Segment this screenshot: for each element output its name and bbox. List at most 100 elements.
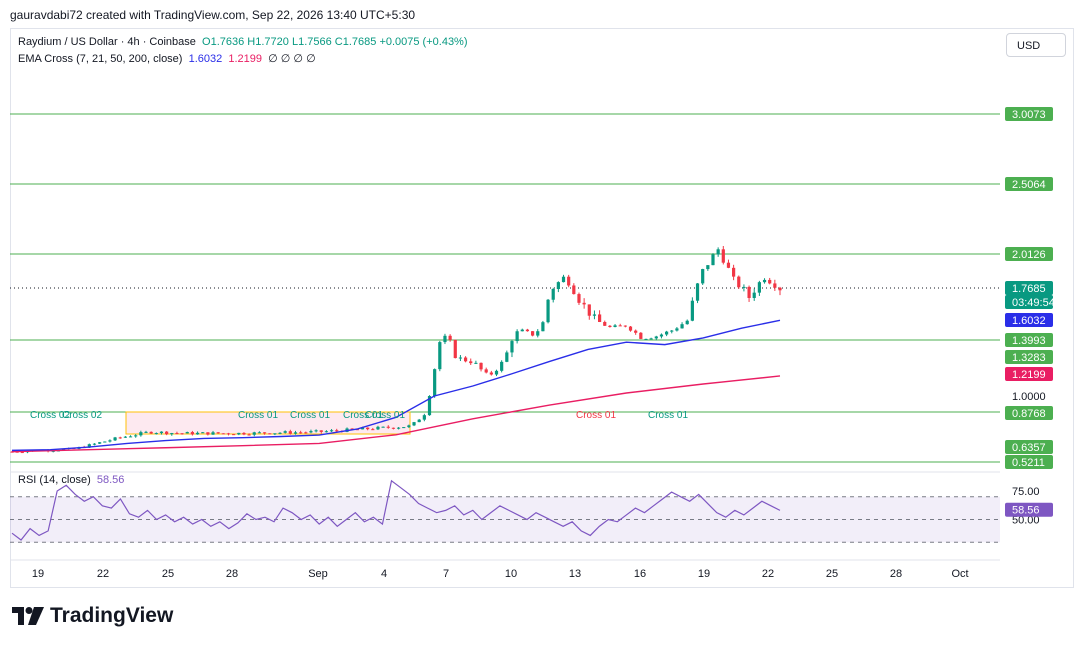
candle-body bbox=[329, 430, 334, 432]
rsi-axis-label: 50.00 bbox=[1012, 515, 1040, 527]
candle-body bbox=[463, 357, 468, 362]
candle-body bbox=[206, 432, 210, 435]
tradingview-logo[interactable]: TradingView bbox=[12, 604, 173, 628]
candle-body bbox=[690, 300, 694, 321]
ema-slow-line bbox=[11, 375, 781, 453]
rsi-legend[interactable]: RSI (14, close) 58.56 bbox=[18, 474, 124, 486]
price-axis-label-bg bbox=[1005, 440, 1053, 454]
price-axis-label: 0.5211 bbox=[1012, 457, 1045, 469]
time-axis-label: 19 bbox=[698, 568, 710, 580]
candle-body bbox=[376, 426, 380, 430]
rsi-current-label-bg bbox=[1005, 502, 1053, 517]
candle-body bbox=[551, 289, 555, 300]
candle-body bbox=[778, 287, 782, 291]
candle-body bbox=[438, 342, 442, 370]
candle-body bbox=[711, 254, 715, 266]
currency-button[interactable]: USD bbox=[1006, 33, 1066, 57]
price-axis-label-bg bbox=[1005, 367, 1053, 381]
attribution: gauravdabi72 created with TradingView.co… bbox=[10, 8, 416, 22]
price-axis-label: 1.3283 bbox=[1012, 352, 1046, 364]
time-axis-label: 25 bbox=[162, 568, 174, 580]
time-axis-label: 13 bbox=[569, 568, 581, 580]
price-change: +0.0075 (+0.43%) bbox=[379, 36, 468, 48]
candle-body bbox=[762, 279, 767, 283]
consolidation-zone bbox=[125, 411, 411, 435]
candle-body bbox=[299, 432, 303, 434]
price-axis-label-bg bbox=[1005, 177, 1053, 191]
candle-body bbox=[159, 431, 164, 434]
candle-body bbox=[726, 262, 731, 268]
candle-body bbox=[139, 432, 143, 436]
price-axis-label-bg bbox=[1005, 295, 1053, 309]
candle-body bbox=[608, 325, 612, 327]
candle-body bbox=[567, 276, 571, 286]
time-axis-label: 7 bbox=[443, 568, 449, 580]
candle-body bbox=[144, 431, 148, 433]
candle-body bbox=[757, 282, 761, 293]
cross-annotation: Cross 01 bbox=[343, 410, 383, 421]
candle-body bbox=[149, 431, 153, 434]
price-axis-label-bg bbox=[1005, 247, 1053, 261]
candle-body bbox=[381, 426, 385, 428]
candle-body bbox=[732, 267, 736, 277]
candle-body bbox=[556, 282, 560, 290]
candle-body bbox=[262, 432, 267, 434]
candle-body bbox=[242, 432, 246, 435]
time-axis-label: Sep bbox=[308, 568, 328, 580]
candle-body bbox=[123, 436, 127, 438]
candle-body bbox=[165, 431, 169, 435]
indicator-legend[interactable]: EMA Cross (7, 21, 50, 200, close) 1.6032… bbox=[18, 52, 316, 65]
candle-body bbox=[536, 331, 540, 336]
candle-body bbox=[773, 283, 777, 288]
candle-body bbox=[371, 429, 375, 431]
price-axis-label: 03:49:54 bbox=[1012, 297, 1055, 309]
candle-body bbox=[293, 432, 298, 434]
candle-body bbox=[654, 336, 658, 339]
candle-body bbox=[721, 249, 725, 263]
candle-body bbox=[448, 335, 452, 340]
ema-empty-values: ∅ ∅ ∅ ∅ bbox=[268, 53, 316, 65]
candle-body bbox=[603, 321, 607, 326]
candle-body bbox=[422, 415, 426, 420]
price-axis-label-bg bbox=[1005, 281, 1053, 295]
candle-body bbox=[335, 430, 339, 432]
tradingview-logo-icon bbox=[12, 607, 44, 625]
candle-body bbox=[396, 427, 401, 429]
candle-body bbox=[211, 432, 215, 435]
price-axis-label-bg bbox=[1005, 455, 1053, 469]
candle-body bbox=[314, 430, 318, 432]
candle-body bbox=[237, 432, 241, 435]
ema-slow-value: 1.2199 bbox=[228, 53, 263, 65]
rsi-value: 58.56 bbox=[96, 474, 125, 486]
candle-body bbox=[175, 433, 179, 435]
candle-body bbox=[221, 433, 225, 435]
candle-body bbox=[324, 431, 329, 433]
cross-annotation: Cross 02 bbox=[30, 410, 70, 421]
time-axis-label: 25 bbox=[826, 568, 838, 580]
candle-body bbox=[685, 320, 689, 325]
candle-body bbox=[366, 427, 370, 430]
candle-body bbox=[427, 396, 432, 416]
chart-frame[interactable] bbox=[10, 28, 1074, 588]
cross-annotation: Cross 01 bbox=[290, 410, 330, 421]
candle-body bbox=[742, 286, 746, 288]
candle-body bbox=[525, 329, 530, 332]
candle-body bbox=[283, 431, 287, 433]
candle-body bbox=[659, 334, 664, 337]
time-axis-label: Oct bbox=[951, 568, 968, 580]
ohlc-close: C1.7685 bbox=[334, 36, 377, 48]
candle-body bbox=[618, 325, 622, 327]
candle-body bbox=[510, 341, 514, 353]
candle-body bbox=[665, 331, 669, 335]
candle-body bbox=[716, 249, 720, 255]
cross-annotation: Cross 01 bbox=[576, 410, 616, 421]
candle-body bbox=[453, 339, 457, 359]
ohlc-low: L1.7566 bbox=[291, 36, 332, 48]
candle-body bbox=[546, 299, 550, 323]
price-axis-label: 1.6032 bbox=[1012, 315, 1046, 327]
candle-body bbox=[768, 279, 772, 284]
price-axis-label: 2.0126 bbox=[1012, 249, 1046, 261]
candle-body bbox=[216, 432, 220, 434]
candle-body bbox=[520, 329, 524, 332]
symbol-legend[interactable]: Raydium / US Dollar · 4h · Coinbase O1.7… bbox=[18, 36, 468, 48]
